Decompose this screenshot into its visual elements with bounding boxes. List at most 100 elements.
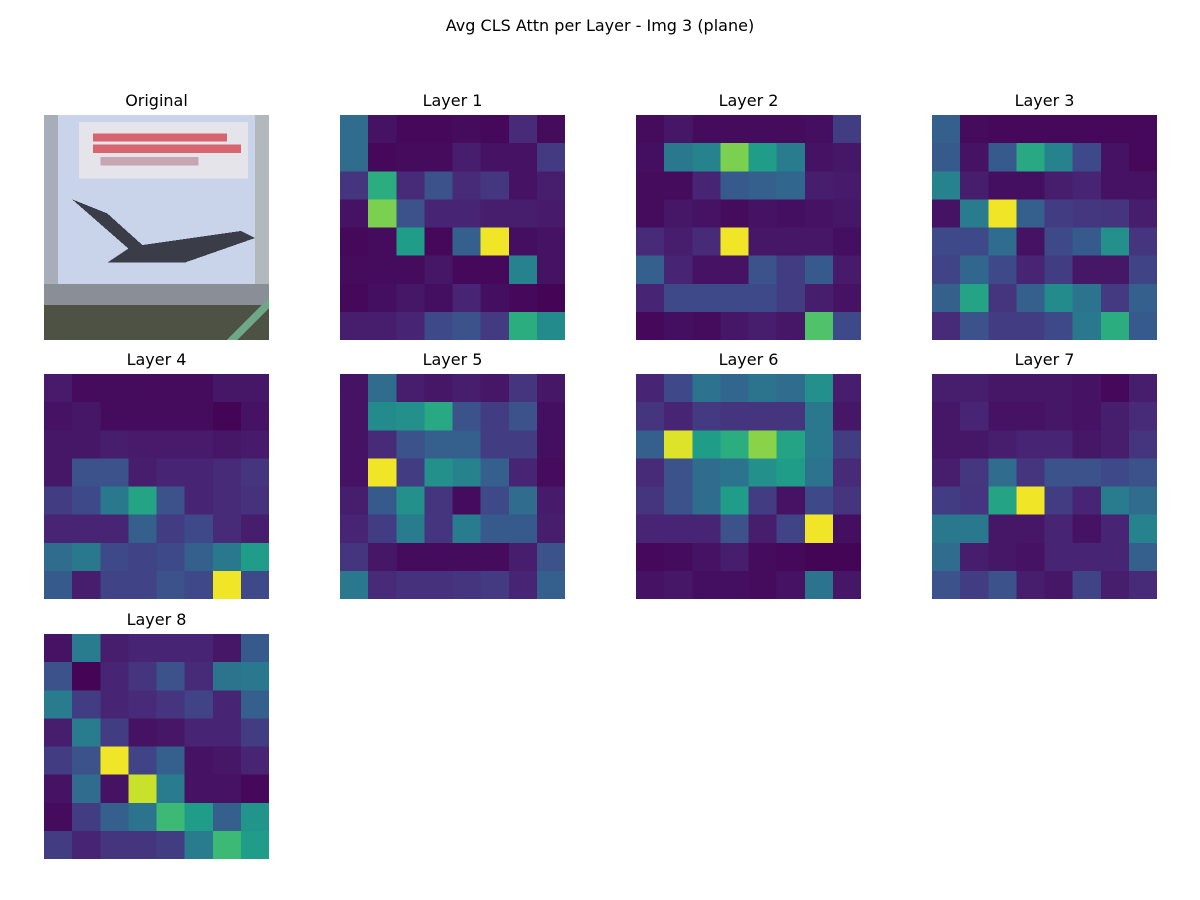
heatmap-cell <box>508 458 538 488</box>
heatmap-cell <box>748 283 778 313</box>
heatmap-cell <box>100 402 129 431</box>
heatmap-cell <box>44 774 73 804</box>
heatmap-cell <box>212 690 242 719</box>
heatmap-cell <box>748 143 778 172</box>
heatmap-cell <box>748 311 778 340</box>
heatmap-cell <box>1044 283 1074 313</box>
heatmap-cell <box>452 514 482 544</box>
heatmap-cell <box>128 570 158 599</box>
heatmap-cell <box>44 374 73 403</box>
heatmap-cell <box>212 634 242 663</box>
heatmap-cell <box>832 514 861 544</box>
heatmap-cell <box>636 171 665 200</box>
heatmap-cell <box>832 171 861 200</box>
panel-title: Layer 5 <box>422 350 483 369</box>
heatmap-cell <box>932 542 961 572</box>
heatmap-cell <box>804 311 834 340</box>
heatmap-cell <box>100 774 129 804</box>
heatmap-cell <box>988 143 1017 172</box>
heatmap-cell <box>452 199 482 229</box>
heatmap-cell <box>1016 227 1046 257</box>
heatmap-cell <box>664 570 693 599</box>
heatmap-cell <box>368 255 397 285</box>
image-banner-text <box>93 144 241 153</box>
heatmap-cell <box>156 690 186 719</box>
layer-panel: Layer 3 <box>932 91 1157 340</box>
heatmap-cell <box>1044 199 1074 229</box>
heatmap-cell <box>340 143 369 172</box>
heatmap-cell <box>832 199 861 229</box>
heatmap-cell <box>832 283 861 313</box>
heatmap-cell <box>340 311 369 340</box>
heatmap-cell <box>508 542 538 572</box>
heatmap-cell <box>44 634 73 663</box>
heatmap-cell <box>368 171 397 200</box>
heatmap-cell <box>804 143 834 172</box>
heatmap-cell <box>776 199 806 229</box>
heatmap-cell <box>424 542 454 572</box>
heatmap-cell <box>960 458 989 488</box>
heatmap-cell <box>100 718 129 748</box>
image-plane <box>72 199 255 263</box>
heatmap-cell <box>960 311 989 340</box>
heatmap-cell <box>1044 430 1074 459</box>
heatmap-cell <box>480 542 510 572</box>
heatmap-cell <box>804 227 834 257</box>
heatmap-cell <box>240 458 269 488</box>
heatmap-cell <box>1016 402 1046 431</box>
heatmap-cell <box>804 283 834 313</box>
heatmap-cell <box>720 171 750 200</box>
heatmap-cell <box>1072 227 1102 257</box>
heatmap-cell <box>664 458 693 488</box>
heatmap-cell <box>636 227 665 257</box>
heatmap-cell <box>1044 227 1074 257</box>
heatmap-cell <box>832 311 861 340</box>
heatmap-cell <box>692 374 721 403</box>
heatmap-cell <box>692 311 721 340</box>
heatmap-cell <box>212 718 242 748</box>
heatmap-cell <box>72 402 101 431</box>
heatmap-cell <box>1100 171 1130 200</box>
heatmap-cell <box>396 486 425 516</box>
heatmap-cell <box>692 255 721 285</box>
heatmap-cell <box>692 171 721 200</box>
attention-heatmap <box>636 374 861 599</box>
layer-panel: Layer 8 <box>44 610 269 859</box>
heatmap-cell <box>636 255 665 285</box>
heatmap-cell <box>776 514 806 544</box>
heatmap-cell <box>128 718 158 748</box>
heatmap-cell <box>396 171 425 200</box>
heatmap-cell <box>932 374 961 403</box>
heatmap-cell <box>988 115 1017 144</box>
heatmap-cell <box>100 486 129 516</box>
heatmap-cell <box>804 374 834 403</box>
heatmap-cell <box>368 374 397 403</box>
heatmap-cell <box>960 542 989 572</box>
original-image <box>44 115 269 340</box>
heatmap-cell <box>240 634 269 663</box>
heatmap-cell <box>44 486 73 516</box>
heatmap-cell <box>748 374 778 403</box>
heatmap-cell <box>1072 115 1102 144</box>
heatmap-cell <box>100 830 129 859</box>
heatmap-cell <box>988 486 1017 516</box>
heatmap-cell <box>692 402 721 431</box>
heatmap-cell <box>932 199 961 229</box>
heatmap-cell <box>1044 514 1074 544</box>
heatmap-cell <box>184 402 214 431</box>
heatmap-cell <box>480 199 510 229</box>
heatmap-cell <box>748 486 778 516</box>
heatmap-cell <box>368 430 397 459</box>
heatmap-cell <box>240 486 269 516</box>
heatmap-cell <box>128 374 158 403</box>
heatmap-cell <box>988 255 1017 285</box>
heatmap-cell <box>156 514 186 544</box>
heatmap-cell <box>932 255 961 285</box>
heatmap-cell <box>832 542 861 572</box>
attention-heatmap <box>932 374 1157 599</box>
heatmap-cell <box>184 514 214 544</box>
heatmap-cell <box>748 227 778 257</box>
heatmap-cell <box>536 255 565 285</box>
heatmap-cell <box>396 458 425 488</box>
heatmap-cell <box>452 542 482 572</box>
